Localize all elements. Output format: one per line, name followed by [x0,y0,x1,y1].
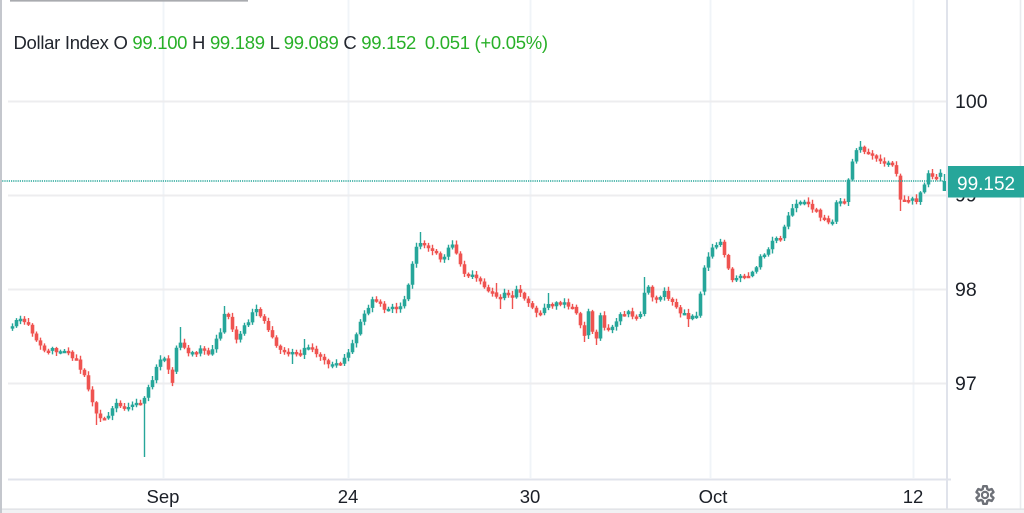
svg-text:99.152: 99.152 [957,174,1015,195]
svg-text:30: 30 [520,486,541,507]
svg-text:Sep: Sep [147,486,180,507]
svg-text:100: 100 [955,91,988,113]
svg-text:12: 12 [903,486,924,507]
svg-text:Dollar Index O 99.100 H 99.189: Dollar Index O 99.100 H 99.189 L 99.089 … [14,32,548,53]
svg-text:98: 98 [955,279,977,301]
svg-text:24: 24 [338,486,359,507]
svg-text:Oct: Oct [699,486,728,507]
svg-text:97: 97 [955,373,977,395]
